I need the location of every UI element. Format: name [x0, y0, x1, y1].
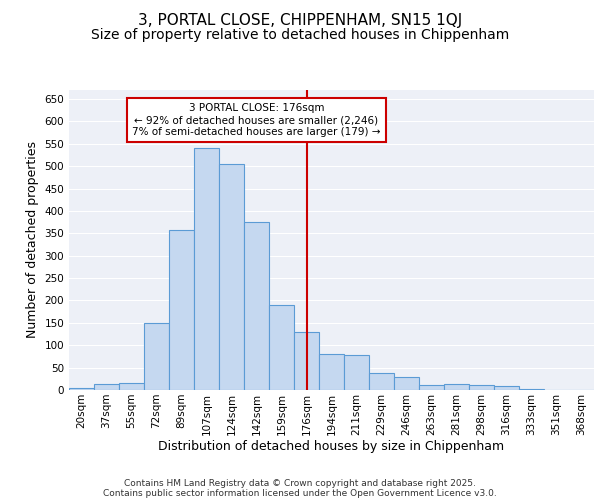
Bar [294, 332, 319, 390]
Bar [94, 384, 119, 390]
Bar [519, 389, 544, 390]
Bar [344, 355, 369, 390]
Bar [144, 323, 169, 390]
Bar [494, 386, 519, 390]
Text: Size of property relative to detached houses in Chippenham: Size of property relative to detached ho… [91, 28, 509, 42]
Bar [169, 230, 194, 390]
Bar [369, 373, 394, 390]
Bar [119, 384, 144, 390]
Bar [444, 384, 469, 390]
X-axis label: Distribution of detached houses by size in Chippenham: Distribution of detached houses by size … [158, 440, 505, 454]
Bar [469, 384, 494, 390]
Bar [69, 388, 94, 390]
Bar [269, 305, 294, 390]
Bar [219, 164, 244, 390]
Bar [419, 384, 444, 390]
Bar [319, 354, 344, 390]
Text: Contains public sector information licensed under the Open Government Licence v3: Contains public sector information licen… [103, 488, 497, 498]
Text: Contains HM Land Registry data © Crown copyright and database right 2025.: Contains HM Land Registry data © Crown c… [124, 478, 476, 488]
Text: 3, PORTAL CLOSE, CHIPPENHAM, SN15 1QJ: 3, PORTAL CLOSE, CHIPPENHAM, SN15 1QJ [138, 12, 462, 28]
Bar [244, 222, 269, 390]
Bar [194, 148, 219, 390]
Bar [394, 376, 419, 390]
Y-axis label: Number of detached properties: Number of detached properties [26, 142, 39, 338]
Text: 3 PORTAL CLOSE: 176sqm
← 92% of detached houses are smaller (2,246)
7% of semi-d: 3 PORTAL CLOSE: 176sqm ← 92% of detached… [132, 104, 381, 136]
